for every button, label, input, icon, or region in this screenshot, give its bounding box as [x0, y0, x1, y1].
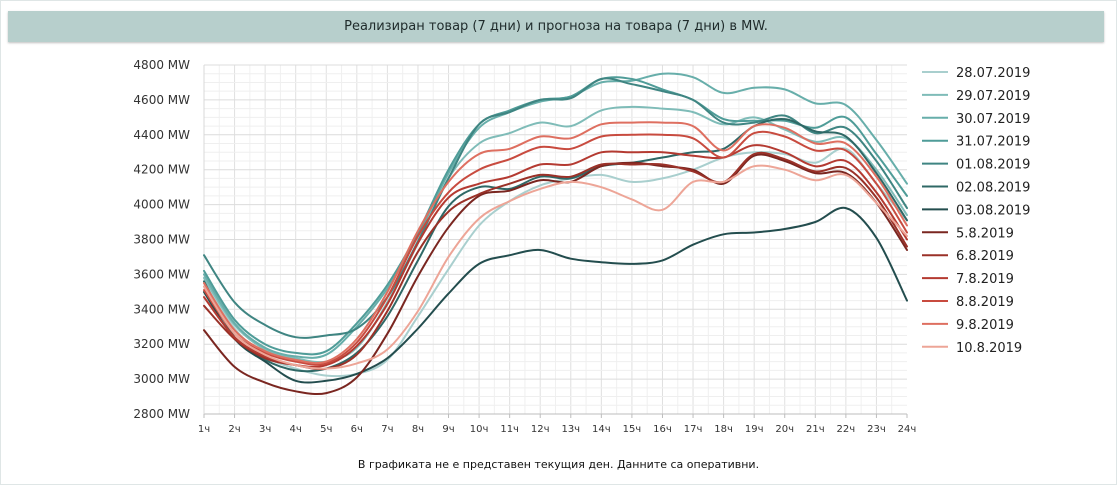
y-tick-label: 4200 MW	[133, 163, 190, 177]
x-tick-label: 16ч	[653, 424, 672, 435]
series-line-13[interactable]	[203, 164, 908, 370]
legend-item[interactable]: 30.07.2019	[922, 112, 1030, 127]
x-tick-label: 13ч	[561, 424, 580, 435]
legend-item[interactable]: 01.08.2019	[922, 158, 1030, 173]
x-tick-label: 12ч	[531, 424, 550, 435]
y-tick-label: 3600 MW	[133, 267, 190, 281]
x-tick-label: 18ч	[714, 424, 733, 435]
x-tick-label: 14ч	[592, 424, 611, 435]
x-tick-label: 20ч	[775, 424, 794, 435]
legend-label: 31.07.2019	[956, 135, 1030, 150]
legend-item[interactable]: 6.8.2019	[922, 249, 1014, 264]
x-tick-label: 15ч	[623, 424, 642, 435]
legend-label: 10.8.2019	[956, 341, 1022, 356]
legend-item[interactable]: 03.08.2019	[922, 203, 1030, 218]
legend-label: 9.8.2019	[956, 318, 1014, 333]
x-tick-label: 8ч	[412, 424, 424, 435]
legend-item[interactable]: 29.07.2019	[922, 89, 1030, 104]
y-tick-label: 3400 MW	[133, 302, 190, 316]
x-tick-label: 6ч	[351, 424, 363, 435]
x-tick-label: 9ч	[442, 424, 454, 435]
legend-item[interactable]: 5.8.2019	[922, 226, 1014, 241]
series-line-11[interactable]	[203, 130, 908, 366]
x-tick-label: 5ч	[320, 424, 332, 435]
y-tick-label: 4600 MW	[133, 93, 190, 107]
series-line-5[interactable]	[203, 77, 908, 339]
legend-label: 28.07.2019	[956, 66, 1030, 81]
series-line-12[interactable]	[203, 121, 908, 365]
x-tick-label: 24ч	[898, 424, 917, 435]
legend-item[interactable]: 10.8.2019	[922, 341, 1022, 356]
y-tick-label: 3200 MW	[133, 337, 190, 351]
y-tick-label: 3800 MW	[133, 233, 190, 247]
legend-label: 02.08.2019	[956, 181, 1030, 196]
x-tick-label: 4ч	[290, 424, 302, 435]
series-lines	[203, 72, 908, 396]
x-tick-label: 7ч	[381, 424, 393, 435]
legend-label: 5.8.2019	[956, 226, 1014, 241]
series-line-8[interactable]	[203, 153, 908, 396]
legend-item[interactable]: 9.8.2019	[922, 318, 1014, 333]
legend: 28.07.2019 29.07.2019 30.07.2019 31.07.2019…	[922, 66, 1030, 356]
legend-label: 8.8.2019	[956, 295, 1014, 310]
series-line-7[interactable]	[203, 206, 908, 384]
legend-label: 7.8.2019	[956, 272, 1014, 287]
x-tick-label: 3ч	[259, 424, 271, 435]
series-line-10[interactable]	[203, 144, 908, 368]
legend-item[interactable]: 8.8.2019	[922, 295, 1014, 310]
x-tick-label: 17ч	[684, 424, 703, 435]
legend-label: 29.07.2019	[956, 89, 1030, 104]
legend-label: 03.08.2019	[956, 203, 1030, 218]
y-tick-label: 4400 MW	[133, 128, 190, 142]
x-tick-label: 22ч	[837, 424, 856, 435]
legend-label: 6.8.2019	[956, 249, 1014, 264]
legend-item[interactable]: 31.07.2019	[922, 135, 1030, 150]
x-tick-label: 23ч	[867, 424, 886, 435]
x-tick-label: 11ч	[500, 424, 519, 435]
y-tick-label: 2800 MW	[133, 407, 190, 421]
chart-title: Реализиран товар (7 дни) и прогноза на т…	[8, 11, 1104, 42]
x-tick-label: 21ч	[806, 424, 825, 435]
x-tick-label: 2ч	[228, 424, 240, 435]
legend-item[interactable]: 7.8.2019	[922, 272, 1014, 287]
y-tick-label: 4000 MW	[133, 198, 190, 212]
chart-footnote: В графиката не е представен текущия ден.…	[357, 458, 760, 471]
x-tick-label: 1ч	[198, 424, 210, 435]
legend-item[interactable]: 02.08.2019	[922, 181, 1030, 196]
x-tick-label: 19ч	[745, 424, 764, 435]
legend-label: 01.08.2019	[956, 158, 1030, 173]
x-tick-label: 10ч	[470, 424, 489, 435]
legend-label: 30.07.2019	[956, 112, 1030, 127]
y-tick-label: 4800 MW	[133, 58, 190, 72]
legend-item[interactable]: 28.07.2019	[922, 66, 1030, 81]
y-tick-label: 3000 MW	[133, 372, 190, 386]
